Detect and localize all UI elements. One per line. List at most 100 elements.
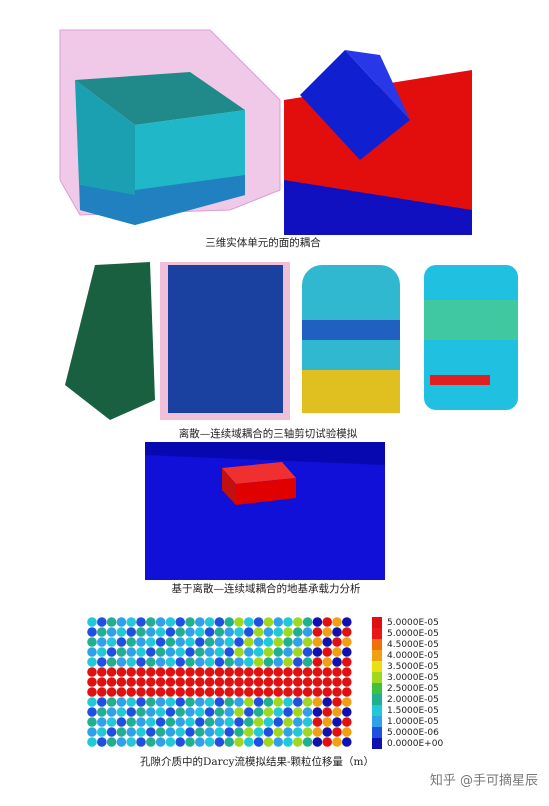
particle [234,727,244,737]
legend-swatch [372,705,382,716]
legend-label: 2.5000E-05 [387,684,439,694]
particle [302,677,313,687]
particle [204,627,215,637]
particle [263,617,274,627]
legend-swatch [372,617,382,628]
particle [165,697,176,707]
particle [302,637,313,647]
legend-swatch [372,738,382,749]
particle [126,617,136,627]
legend-label: 4.5000E-05 [387,640,439,650]
legend-swatch [372,661,382,672]
particle [283,677,293,687]
particle [312,737,323,747]
legend-label: 5.0000E-06 [387,728,439,738]
particle [97,617,107,627]
particle [322,717,333,727]
particle [234,677,244,687]
particle [175,667,185,677]
particle [332,707,342,717]
particle [283,647,293,657]
particle [293,637,303,647]
particle [204,737,215,747]
particle [175,677,185,687]
particle [302,727,313,737]
particle [195,677,205,687]
particle [214,687,225,697]
particle [253,677,264,687]
particle [244,627,254,637]
particle [342,617,352,627]
particle [155,717,166,727]
particle [165,637,176,647]
particle [136,627,146,637]
particle [165,647,176,657]
particle [293,617,303,627]
particle [106,667,117,677]
particle [214,717,225,727]
figure-2 [65,262,518,420]
particle [155,637,166,647]
particle [244,637,254,647]
particle [214,727,225,737]
particle [155,657,166,667]
particle [342,697,352,707]
particle [244,647,254,657]
particle [175,687,185,697]
particle [204,717,215,727]
particle [273,687,284,697]
particle [165,677,176,687]
particle [234,637,244,647]
particle [175,617,185,627]
particle [87,727,97,737]
particle [87,627,97,637]
particle [322,737,333,747]
particle [283,627,293,637]
particle [106,617,117,627]
particle [204,697,215,707]
legend-label: 2.0000E-05 [387,695,439,705]
legend-swatch [372,716,382,727]
particle [97,707,107,717]
particle [273,667,284,677]
particle [312,697,323,707]
particle [185,707,195,717]
particle [332,647,342,657]
particle [126,647,136,657]
particle [126,727,136,737]
particle [155,707,166,717]
particle [175,657,185,667]
particle [332,617,342,627]
particle [342,627,352,637]
particle [214,617,225,627]
particle [234,647,244,657]
particle [185,647,195,657]
particle [302,667,313,677]
particle [97,647,107,657]
particle [253,737,264,747]
particle [293,727,303,737]
figure-1-right [284,30,472,235]
particle [273,717,284,727]
particle [253,627,264,637]
particle [87,707,97,717]
particle [146,697,156,707]
particle [312,707,323,717]
particle [283,707,293,717]
caption: 离散—连续域耦合的三轴剪切试验模拟 [179,427,358,440]
particle [155,647,166,657]
particle [312,687,323,697]
particle [155,627,166,637]
caption: 三维实体单元的面的耦合 [205,236,321,249]
particle [253,647,264,657]
particle [136,707,146,717]
particle [342,687,352,697]
particle [224,677,234,687]
particle [224,727,234,737]
particle [116,707,127,717]
particle [322,727,333,737]
particle [253,667,264,677]
particle [195,617,205,627]
particle [214,737,225,747]
